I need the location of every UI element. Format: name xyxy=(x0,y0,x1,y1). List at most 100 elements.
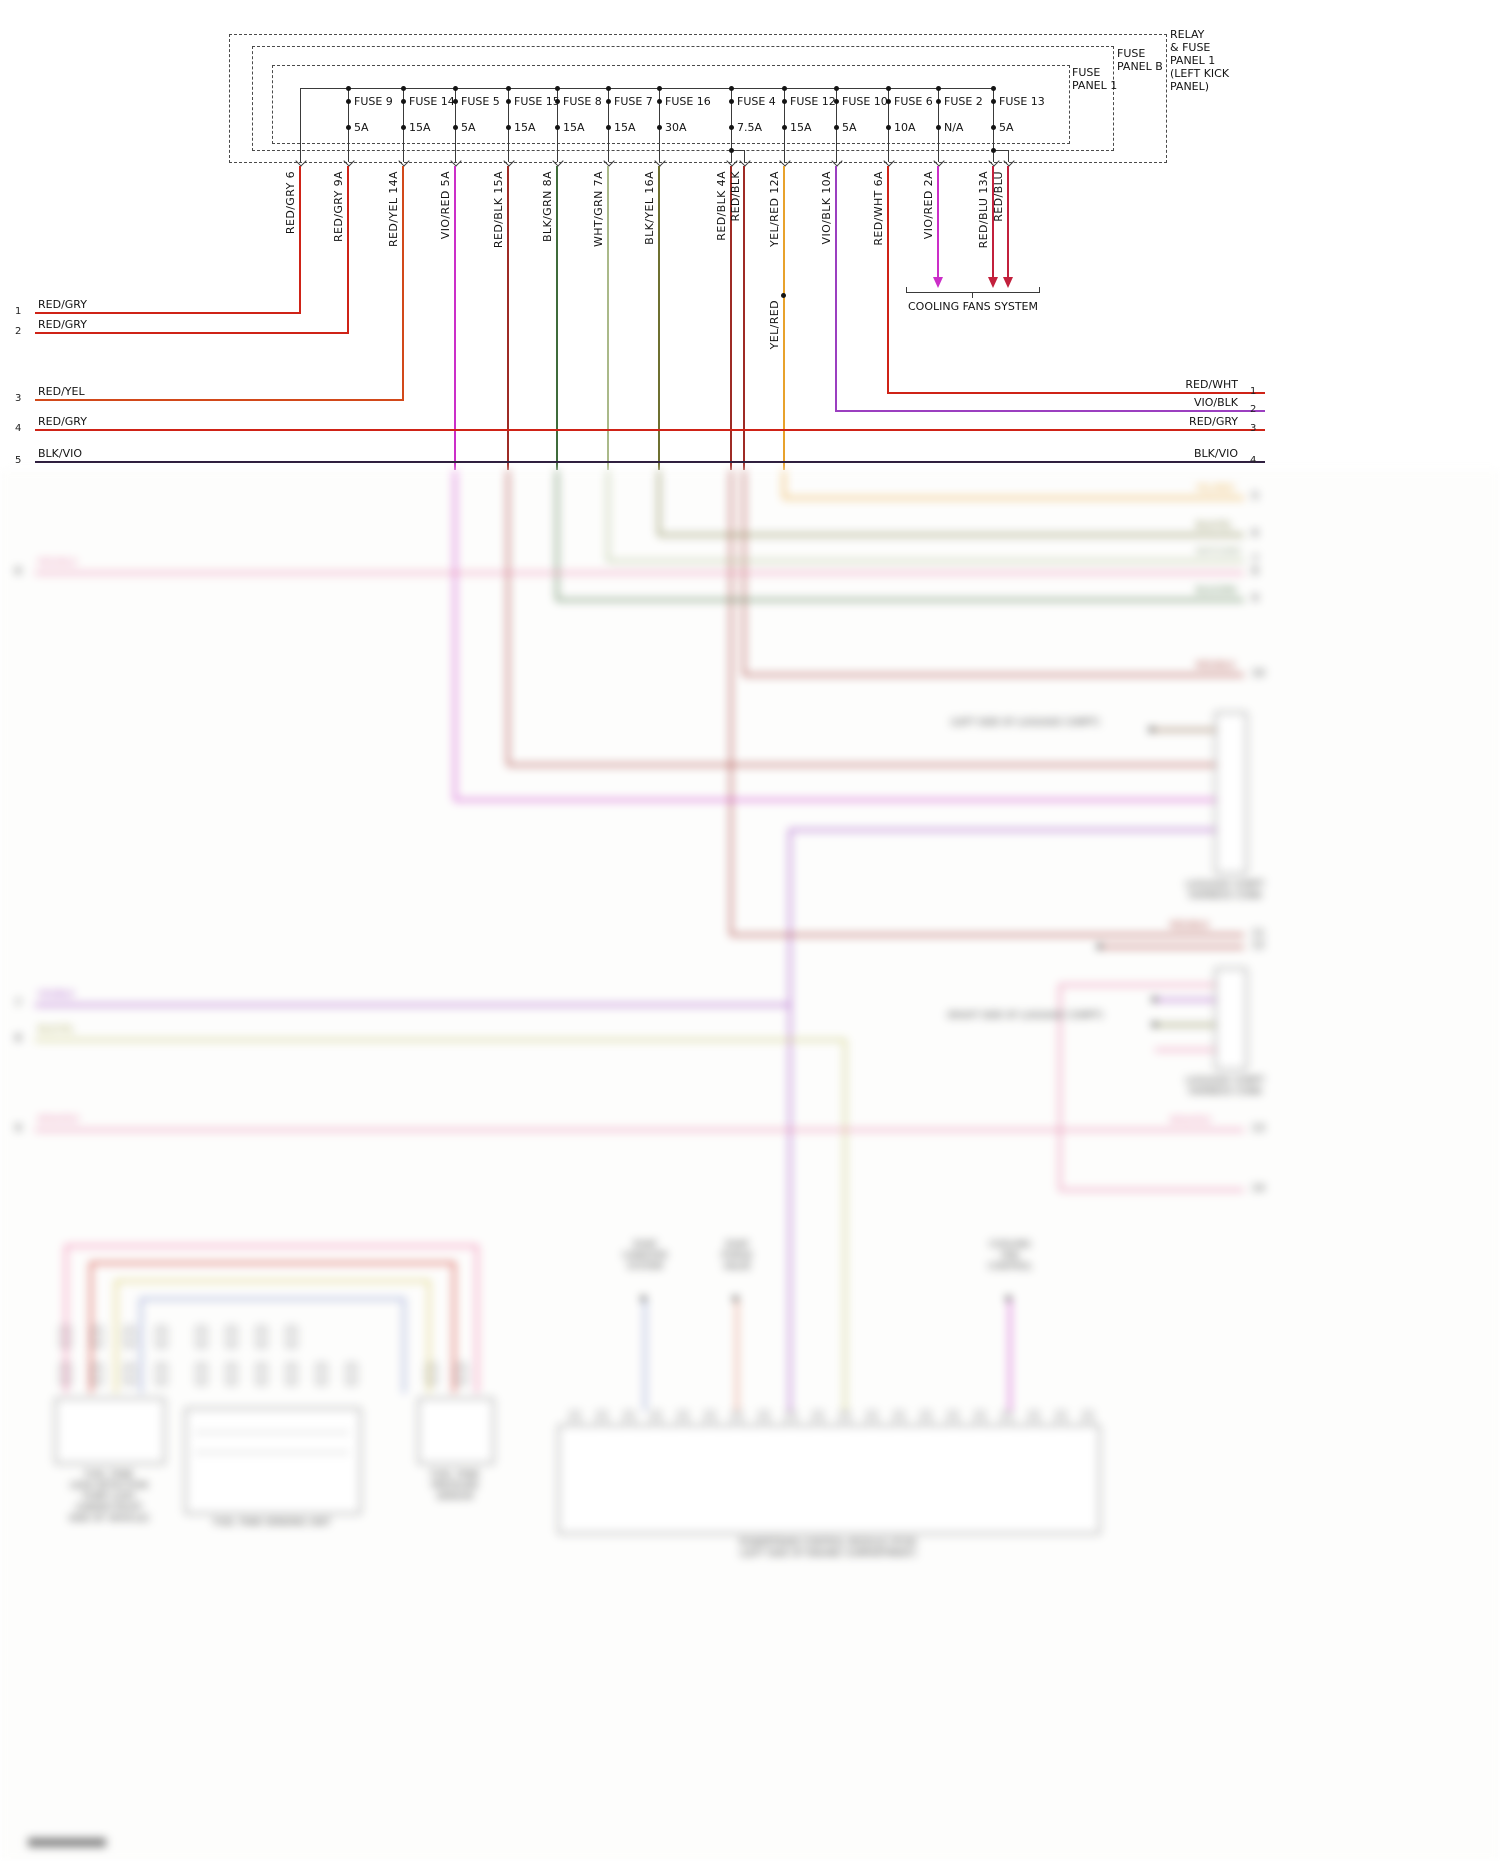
left-pin-number: 5 xyxy=(15,455,22,466)
wire-code-label: BLK/YEL xyxy=(38,1025,75,1035)
fuse-amp: 5A xyxy=(842,121,857,134)
wire-to-pcm xyxy=(736,1300,738,1411)
connector-stub xyxy=(156,1326,167,1348)
connector-stub xyxy=(156,1363,167,1385)
relay-panel-label: PANEL) xyxy=(1170,80,1210,93)
fuse-amp: 30A xyxy=(665,121,687,134)
wire-yel-red xyxy=(783,470,785,498)
fuse-panel-b-outline xyxy=(252,46,1114,151)
fuse-amp: 5A xyxy=(354,121,369,134)
junction-dot xyxy=(606,86,611,91)
wire-code-label: RED/BLK xyxy=(1170,921,1209,931)
wire-vio-red xyxy=(454,166,456,470)
connector-stub xyxy=(456,1363,467,1385)
component-detail-line xyxy=(195,1432,349,1433)
fuse-dot xyxy=(657,125,662,130)
wire-code-label: RED/BLU xyxy=(992,171,1005,222)
junction-dot xyxy=(1152,997,1157,1002)
right-pin-number: 8 xyxy=(1252,566,1259,577)
junction-dot xyxy=(733,1296,738,1301)
left-pin-number: 1 xyxy=(15,306,22,317)
wire-brn-red xyxy=(35,1129,1244,1131)
fuse-dot xyxy=(555,125,560,130)
wire-red-gry xyxy=(347,166,349,334)
wire-wht-grn xyxy=(607,470,609,561)
junction-dot xyxy=(936,86,941,91)
pcm-input-label: VALVE xyxy=(723,1262,751,1272)
relay-panel-label: RELAY xyxy=(1170,28,1205,41)
right-pin-number: 13 xyxy=(1252,1123,1265,1134)
wire-frame-yellow xyxy=(115,1280,430,1282)
fuse-dot xyxy=(506,125,511,130)
fuse-dot xyxy=(886,99,891,104)
branch-line xyxy=(731,150,744,151)
wire-frame-blue xyxy=(140,1298,142,1393)
fuse-name: FUSE 12 xyxy=(790,95,836,108)
pin-stub xyxy=(894,1411,904,1426)
fuse-name: FUSE 4 xyxy=(737,95,776,108)
fuse-panel-1-label: FUSE xyxy=(1072,66,1101,79)
wire-blk-grn xyxy=(557,599,1244,601)
connector-caption: LUGGAGE COMPT xyxy=(1185,880,1265,890)
connector-stub xyxy=(346,1363,357,1385)
wire-frame-blue xyxy=(403,1298,405,1393)
brace-line xyxy=(906,287,907,292)
wire-code-label: RED/BLU 13A xyxy=(977,171,990,249)
right-pin-number: 3 xyxy=(1250,423,1257,434)
left-pin-number: 2 xyxy=(15,326,22,337)
pin-stub xyxy=(570,1411,580,1426)
wire-brn-red xyxy=(1060,1189,1244,1191)
wire-code-label: VIO/RED 2A xyxy=(922,171,935,240)
fuse-name: FUSE 9 xyxy=(354,95,393,108)
wire-code-label: RED/BLK xyxy=(38,558,77,568)
junction-dot xyxy=(555,86,560,91)
fuse-amp: 15A xyxy=(790,121,812,134)
wire-code-label: YEL/RED 12A xyxy=(768,171,781,247)
connector-stub xyxy=(92,1326,103,1348)
fuse-amp: 5A xyxy=(461,121,476,134)
relay-fuse-panel-outline xyxy=(229,34,1167,163)
junction-dot xyxy=(781,293,786,298)
wire-frame-yellow xyxy=(428,1280,430,1393)
fuse-amp: 15A xyxy=(409,121,431,134)
right-pin-number: 1 xyxy=(1250,386,1257,397)
pin-stub xyxy=(705,1411,715,1426)
fuse-dot xyxy=(453,99,458,104)
connector-stub xyxy=(286,1326,297,1348)
wire-frame-red xyxy=(90,1262,92,1393)
junction-dot xyxy=(346,86,351,91)
junction-dot xyxy=(453,86,458,91)
left-pin-number: 8 xyxy=(15,1033,22,1044)
wire-brn-red xyxy=(1155,1049,1215,1051)
fuse-dot xyxy=(453,125,458,130)
pin-stub xyxy=(1056,1411,1066,1426)
pin-stub xyxy=(651,1411,661,1426)
wire-frame-pink xyxy=(65,1245,67,1393)
component-caption: SIDE OF VEHICLE) xyxy=(68,1514,150,1524)
pcm-input-label: CANISTER xyxy=(622,1251,668,1261)
fuse-name: FUSE 10 xyxy=(842,95,888,108)
wire-code-label: VIO/BLK 10A xyxy=(820,171,833,245)
fuse-dot xyxy=(936,125,941,130)
wire-frame-pink xyxy=(65,1245,478,1247)
component-box xyxy=(185,1408,361,1514)
connector-box xyxy=(1215,712,1247,874)
right-pin-label: RED/GRY xyxy=(1189,415,1238,428)
wire-frame-red xyxy=(453,1262,455,1393)
connector-stub xyxy=(196,1363,207,1385)
fuse-dot xyxy=(657,99,662,104)
wire-red-blk-pink xyxy=(35,572,1244,574)
wire-blk-yel xyxy=(658,470,660,535)
junction-dot xyxy=(1097,944,1102,949)
connector-stub xyxy=(286,1363,297,1385)
wire-vio-blk xyxy=(835,410,1265,412)
right-pin-number: 6 xyxy=(1252,528,1259,539)
wire-blk-grn xyxy=(556,166,558,470)
left-pin-label: BLK/VIO xyxy=(38,447,83,460)
wire-vio-red xyxy=(454,470,456,800)
wire-code-label: WHT/GRN 7A xyxy=(592,171,605,247)
wire-red-yel xyxy=(402,166,404,401)
junction-dot xyxy=(1152,1022,1157,1027)
right-pin-label: RED/WHT xyxy=(1185,378,1238,391)
junction-dot xyxy=(782,86,787,91)
